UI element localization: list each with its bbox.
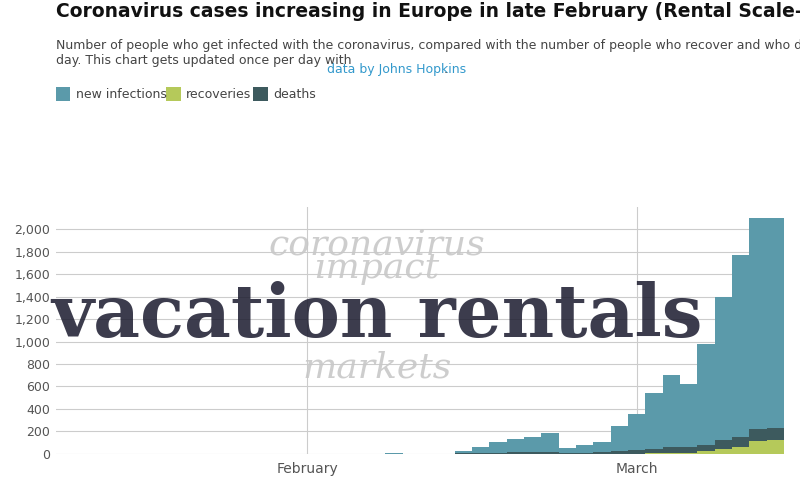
Bar	[524, 437, 542, 454]
Bar	[472, 453, 490, 454]
Text: Coronavirus cases increasing in Europe in late February (Rental Scale-Up): Coronavirus cases increasing in Europe i…	[56, 2, 800, 22]
Bar	[662, 375, 680, 454]
Bar	[506, 453, 524, 454]
Bar	[558, 453, 576, 454]
Text: .: .	[443, 63, 447, 76]
Text: recoveries: recoveries	[186, 88, 251, 101]
Bar	[490, 442, 506, 454]
Bar	[750, 218, 766, 454]
Text: markets: markets	[302, 351, 451, 384]
Bar	[698, 445, 714, 451]
Bar	[576, 453, 594, 454]
Text: Number of people who get infected with the coronavirus, compared with the number: Number of people who get infected with t…	[56, 39, 800, 68]
Bar	[680, 453, 698, 454]
Text: impact: impact	[314, 250, 439, 284]
Bar	[662, 453, 680, 454]
Bar	[646, 453, 662, 454]
Text: vacation rentals: vacation rentals	[51, 282, 702, 352]
Bar	[594, 442, 610, 454]
Bar	[732, 447, 750, 454]
Bar	[714, 440, 732, 449]
Bar	[506, 439, 524, 454]
Bar	[610, 451, 628, 454]
Bar	[472, 447, 490, 454]
Bar	[680, 384, 698, 454]
Bar	[628, 450, 646, 454]
Bar	[628, 414, 646, 454]
Text: deaths: deaths	[274, 88, 316, 101]
Bar	[714, 449, 732, 454]
Bar	[662, 448, 680, 453]
Bar	[542, 452, 558, 454]
Bar	[646, 393, 662, 454]
Bar	[542, 433, 558, 454]
Bar	[610, 425, 628, 454]
Bar	[750, 441, 766, 454]
Bar	[766, 440, 784, 454]
Bar	[750, 429, 766, 441]
Text: new infections: new infections	[76, 88, 167, 101]
Bar	[576, 445, 594, 454]
Bar	[698, 344, 714, 454]
Bar	[766, 218, 784, 454]
Bar	[714, 297, 732, 454]
Text: data by Johns Hopkins: data by Johns Hopkins	[326, 63, 466, 76]
Bar	[524, 452, 542, 454]
Bar	[646, 449, 662, 453]
Bar	[558, 448, 576, 454]
Bar	[490, 453, 506, 454]
Bar	[594, 452, 610, 454]
Bar	[732, 437, 750, 447]
Bar	[698, 451, 714, 454]
Bar	[454, 451, 472, 454]
Text: coronavirus: coronavirus	[268, 227, 485, 261]
Bar	[732, 255, 750, 454]
Bar	[766, 428, 784, 440]
Bar	[680, 448, 698, 453]
